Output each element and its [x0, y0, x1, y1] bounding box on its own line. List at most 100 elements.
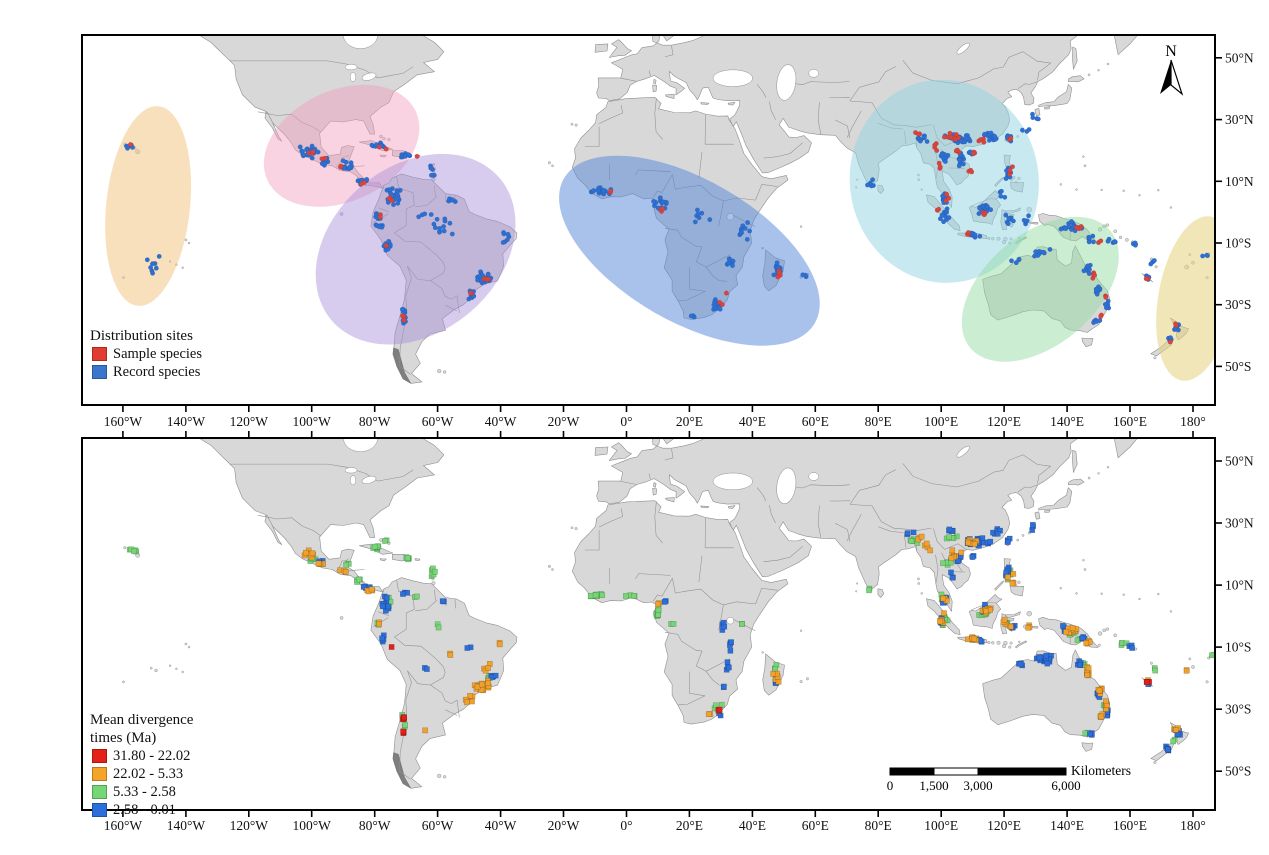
region-ellipse-australia [961, 216, 1119, 362]
latitude-axis-labels: 50°N 30°N 10°N 10°S 30°S 50°S [1225, 50, 1254, 374]
longitude-label: 180° [1180, 818, 1206, 833]
longitude-label: 120°E [987, 414, 1021, 429]
longitude-label: 140°E [1050, 414, 1084, 429]
longitude-label: 160°W [104, 818, 143, 833]
latitude-label: 30°N [1225, 516, 1254, 531]
longitude-label: 120°W [230, 818, 269, 833]
legend-item-label: Sample species [113, 345, 202, 362]
legend-item-label: 2.58 - 0.01 [113, 801, 176, 818]
latitude-label: 10°N [1225, 174, 1254, 189]
longitude-ticks [122, 431, 1194, 817]
latitude-label: 10°N [1225, 578, 1254, 593]
legend-item-record-species: Record species [90, 363, 202, 381]
longitude-label: 80°E [865, 414, 892, 429]
legend-item-divergence-4: 2.58 - 0.01 [90, 801, 193, 819]
region-ellipse-africa [559, 155, 820, 346]
latitude-label: 10°S [1225, 236, 1251, 251]
map-frame [81, 437, 1216, 811]
longitude-label: 100°W [293, 818, 332, 833]
latitude-label: 30°S [1225, 297, 1251, 312]
legend-item-label: 22.02 - 5.33 [113, 765, 184, 782]
longitude-ticks [122, 405, 1194, 412]
longitude-label: 160°E [1113, 414, 1147, 429]
longitude-axis-labels: 160°W 140°W 120°W 100°W 80°W 60°W 40°W 20°W 0° 20… [104, 414, 1206, 429]
scale-bar-tick-label: 6,000 [1051, 778, 1080, 793]
region-ellipse-southeast-asia [849, 79, 1039, 283]
latitude-label: 30°N [1225, 112, 1254, 127]
longitude-label: 20°W [548, 818, 580, 833]
legend-item-sample-species: Sample species [90, 345, 202, 363]
region-ellipse-new-zealand-new-caledonia [1156, 216, 1215, 381]
longitude-label: 140°W [167, 414, 206, 429]
region-ellipse-pacific-islands [105, 106, 192, 306]
map-frame [81, 34, 1216, 406]
legend-title-line1: Mean divergence [90, 712, 194, 728]
longitude-label: 120°W [230, 414, 269, 429]
longitude-label: 80°W [359, 818, 391, 833]
longitude-label: 60°W [422, 818, 454, 833]
region-ellipses [105, 79, 1215, 381]
latitude-label: 50°S [1225, 359, 1251, 374]
divergence-3-swatch [92, 785, 107, 799]
latitude-ticks [1215, 460, 1222, 773]
latitude-axis-labels: 50°N 30°N 10°N 10°S 30°S 50°S [1225, 454, 1254, 779]
divergence-times-legend: Mean divergence times (Ma) 31.80 - 22.02… [90, 711, 193, 819]
legend-item-divergence-1: 31.80 - 22.02 [90, 747, 193, 765]
lakes [342, 35, 970, 221]
divergence-4-swatch [92, 803, 107, 817]
lakes [342, 438, 970, 625]
longitude-label: 100°E [924, 818, 958, 833]
longitude-label: 40°W [485, 818, 517, 833]
longitude-label: 20°E [676, 414, 703, 429]
longitude-label: 80°E [865, 818, 892, 833]
scale-bar-tick-label: 1,500 [919, 778, 948, 793]
longitude-label: 40°E [739, 818, 766, 833]
divergence-map-panel [82, 438, 1215, 810]
legend-item-divergence-2: 22.02 - 5.33 [90, 765, 193, 783]
longitude-label: 20°W [548, 414, 580, 429]
record-species-swatch [92, 365, 107, 379]
scale-bar-unit-label: Kilometers [1071, 763, 1131, 778]
divergence-points [301, 533, 1190, 734]
legend-item-divergence-3: 5.33 - 2.58 [90, 783, 193, 801]
longitude-label: 0° [620, 414, 632, 429]
longitude-label: 20°E [676, 818, 703, 833]
longitude-label: 160°W [104, 414, 143, 429]
latitude-label: 50°N [1225, 50, 1254, 65]
longitude-label: 140°E [1050, 818, 1084, 833]
longitude-label: 100°E [924, 414, 958, 429]
longitude-label: 120°E [987, 818, 1021, 833]
latitude-label: 10°S [1225, 640, 1251, 655]
scale-bar-tick-label: 0 [887, 778, 894, 793]
distribution-map-panel [82, 35, 1215, 405]
species-points [127, 130, 1179, 345]
longitude-label: 80°W [359, 414, 391, 429]
legend-title-line2: times (Ma) [90, 730, 157, 746]
latitude-label: 50°N [1225, 454, 1254, 469]
longitude-axis-labels: 160°W 140°W 120°W 100°W 80°W 60°W 40°W 20°W 0° 20… [104, 818, 1206, 833]
longitude-label: 140°W [167, 818, 206, 833]
legend-title: Distribution sites [90, 328, 193, 344]
scale-bar-tick-label: 3,000 [963, 778, 992, 793]
longitude-label: 40°E [739, 414, 766, 429]
latitude-label: 50°S [1225, 764, 1251, 779]
latitude-label: 30°S [1225, 702, 1251, 717]
legend-item-label: 31.80 - 22.02 [113, 747, 191, 764]
longitude-label: 60°E [802, 414, 829, 429]
longitude-label: 60°W [422, 414, 454, 429]
divergence-1-swatch [92, 749, 107, 763]
longitude-label: 0° [620, 818, 632, 833]
longitude-label: 160°E [1113, 818, 1147, 833]
longitude-label: 100°W [293, 414, 332, 429]
legend-item-label: Record species [113, 363, 201, 380]
divergence-points [388, 644, 1153, 737]
region-ellipse-mesoamerica-caribbean [263, 84, 420, 207]
longitude-label: 40°W [485, 414, 517, 429]
divergence-2-swatch [92, 767, 107, 781]
longitude-label: 60°E [802, 818, 829, 833]
region-ellipse-south-america [315, 153, 516, 345]
legend-item-label: 5.33 - 2.58 [113, 783, 176, 800]
